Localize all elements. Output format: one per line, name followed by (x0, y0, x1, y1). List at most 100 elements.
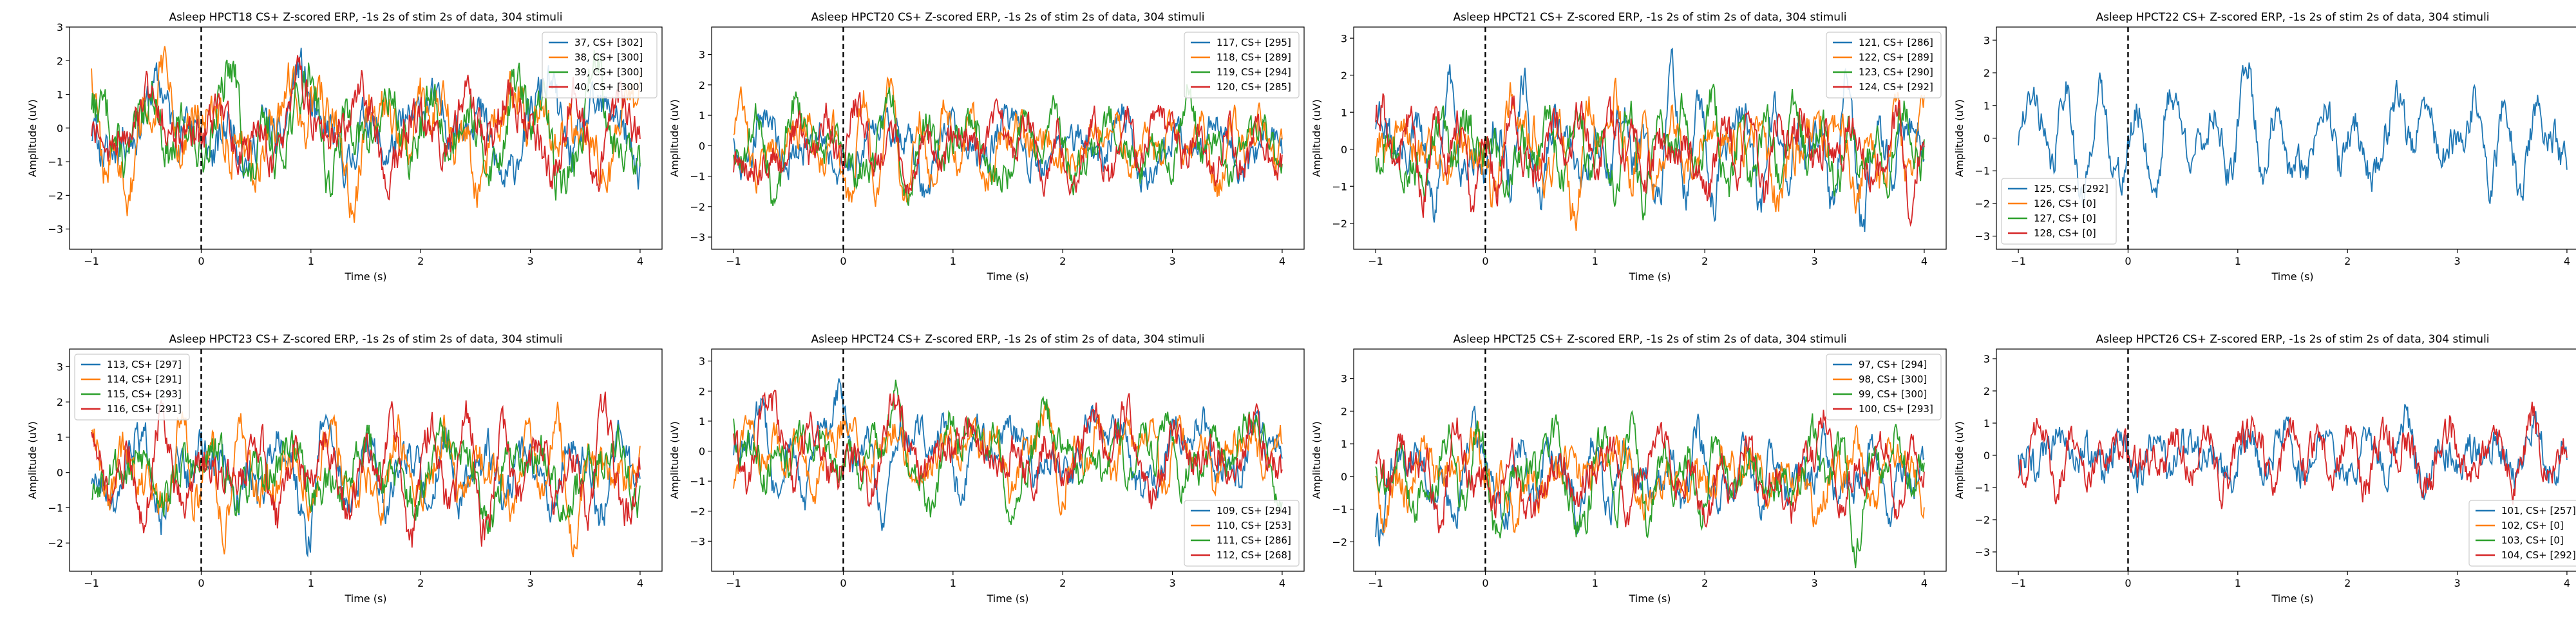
x-tick-label: −1 (84, 255, 99, 267)
chart-title: Asleep HPCT24 CS+ Z-scored ERP, -1s 2s o… (811, 333, 1204, 346)
series-line-1 (733, 378, 1283, 531)
y-tick-label: 1 (57, 89, 63, 101)
series-line-4 (733, 390, 1283, 509)
legend: 109, CS+ [294] 110, CS+ [253] 111, CS+ [28… (1184, 500, 1300, 567)
y-tick-label: 3 (1984, 353, 1990, 365)
x-tick-label: 0 (2125, 255, 2131, 267)
legend: 121, CS+ [286] 122, CS+ [289] 123, CS+ [29… (1826, 32, 1942, 99)
y-axis-label: Amplitude (uV) (1311, 421, 1323, 499)
x-tick-label: 1 (2235, 577, 2241, 589)
y-tick-label: 3 (57, 361, 63, 373)
chart-panel-7: Asleep HPCT25 CS+ Z-scored ERP, -1s 2s o… (1311, 333, 1947, 605)
x-tick-label: 4 (2564, 577, 2570, 589)
y-tick-label: −2 (48, 189, 63, 202)
x-tick-label: 0 (840, 255, 846, 267)
series-line-3 (1375, 84, 1925, 221)
legend: 101, CS+ [257] 102, CS+ [0] 103, CS+ [0] 10… (2468, 500, 2576, 567)
series-line-4 (1375, 93, 1925, 227)
y-tick-label: 1 (1984, 417, 1990, 430)
legend-entry: 110, CS+ [253] (1217, 520, 1291, 531)
x-tick-label: 0 (198, 255, 204, 267)
chart-title: Asleep HPCT18 CS+ Z-scored ERP, -1s 2s o… (169, 11, 562, 24)
y-axis-label: Amplitude (uV) (668, 99, 681, 177)
legend-entry: 124, CS+ [292] (1859, 81, 1933, 93)
y-tick-label: 2 (699, 385, 705, 397)
y-tick-label: 2 (57, 55, 63, 67)
x-tick-label: 1 (950, 255, 956, 267)
x-tick-label: 1 (1592, 577, 1598, 589)
x-tick-label: −1 (84, 577, 99, 589)
legend-entry: 104, CS+ [292] (2501, 549, 2576, 561)
chart-panel-5: Asleep HPCT23 CS+ Z-scored ERP, -1s 2s o… (26, 333, 663, 605)
legend-box (1826, 32, 1942, 99)
legend-entry: 97, CS+ [294] (1859, 359, 1927, 370)
x-tick-label: 2 (1059, 577, 1066, 589)
y-axis-label: Amplitude (uV) (26, 421, 39, 499)
y-tick-label: −1 (690, 475, 705, 488)
legend-entry: 128, CS+ [0] (2034, 227, 2096, 239)
x-tick-label: −1 (726, 255, 741, 267)
legend-entry: 114, CS+ [291] (107, 374, 182, 385)
y-tick-label: 0 (699, 446, 705, 458)
y-tick-label: −1 (1332, 504, 1347, 516)
legend-entry: 103, CS+ [0] (2501, 535, 2564, 546)
legend-entry: 126, CS+ [0] (2034, 198, 2096, 209)
x-tick-label: 0 (2125, 577, 2131, 589)
y-tick-label: 2 (1984, 67, 1990, 79)
y-tick-label: −2 (48, 537, 63, 549)
y-tick-label: 2 (1984, 385, 1990, 397)
legend-entry: 118, CS+ [289] (1217, 52, 1291, 63)
legend-entry: 122, CS+ [289] (1859, 52, 1933, 63)
legend-entry: 101, CS+ [257] (2501, 505, 2576, 516)
plot-frame (711, 348, 1305, 572)
y-tick-label: 3 (1984, 34, 1990, 46)
x-tick-label: 3 (1811, 577, 1817, 589)
y-tick-label: −2 (1975, 514, 1990, 526)
x-axis-label: Time (s) (344, 592, 386, 605)
y-tick-label: 2 (57, 396, 63, 408)
y-tick-label: 0 (57, 122, 63, 135)
y-tick-label: −2 (690, 506, 705, 518)
chart-title: Asleep HPCT23 CS+ Z-scored ERP, -1s 2s o… (169, 333, 562, 346)
y-tick-label: −3 (1975, 231, 1990, 243)
series-line-3 (1375, 410, 1925, 569)
legend: 113, CS+ [297] 114, CS+ [291] 115, CS+ [29… (74, 354, 190, 421)
legend-box (1184, 32, 1300, 99)
y-tick-label: 1 (57, 431, 63, 444)
y-tick-label: 0 (1984, 450, 1990, 462)
legend-entry: 37, CS+ [302] (574, 37, 643, 48)
legend-entry: 116, CS+ [291] (107, 403, 182, 415)
legend-entry: 125, CS+ [292] (2034, 183, 2108, 194)
y-tick-label: −2 (690, 201, 705, 213)
legend-box (74, 354, 190, 421)
plot-frame (1353, 348, 1947, 572)
y-tick-label: 1 (699, 109, 705, 122)
legend-entry: 117, CS+ [295] (1217, 37, 1291, 48)
x-tick-label: −1 (2011, 577, 2026, 589)
x-tick-label: 4 (637, 255, 643, 267)
legend-entry: 99, CS+ [300] (1859, 388, 1927, 400)
series-line-4 (1375, 410, 1925, 534)
plot-frame (69, 26, 663, 250)
chart-title: Asleep HPCT21 CS+ Z-scored ERP, -1s 2s o… (1453, 11, 1846, 24)
y-tick-label: 3 (1341, 373, 1347, 385)
y-tick-label: 1 (1341, 106, 1347, 118)
x-tick-label: −1 (1368, 577, 1383, 589)
y-tick-label: 1 (699, 415, 705, 428)
x-tick-label: 3 (2454, 577, 2460, 589)
x-tick-label: 0 (1482, 577, 1488, 589)
x-tick-label: 1 (950, 577, 956, 589)
series-line-4 (2018, 401, 2568, 509)
y-tick-label: −2 (1975, 198, 1990, 210)
chart-panel-1: Asleep HPCT18 CS+ Z-scored ERP, -1s 2s o… (26, 11, 663, 283)
y-tick-label: 0 (1341, 144, 1347, 156)
plot-frame (69, 348, 663, 572)
series-line-4 (733, 92, 1283, 197)
x-tick-label: 1 (2235, 255, 2241, 267)
legend-entry: 100, CS+ [293] (1859, 403, 1933, 415)
x-axis-label: Time (s) (2271, 592, 2313, 605)
chart-title: Asleep HPCT25 CS+ Z-scored ERP, -1s 2s o… (1453, 333, 1846, 346)
x-axis-label: Time (s) (2271, 270, 2313, 283)
x-tick-label: 2 (2344, 577, 2351, 589)
